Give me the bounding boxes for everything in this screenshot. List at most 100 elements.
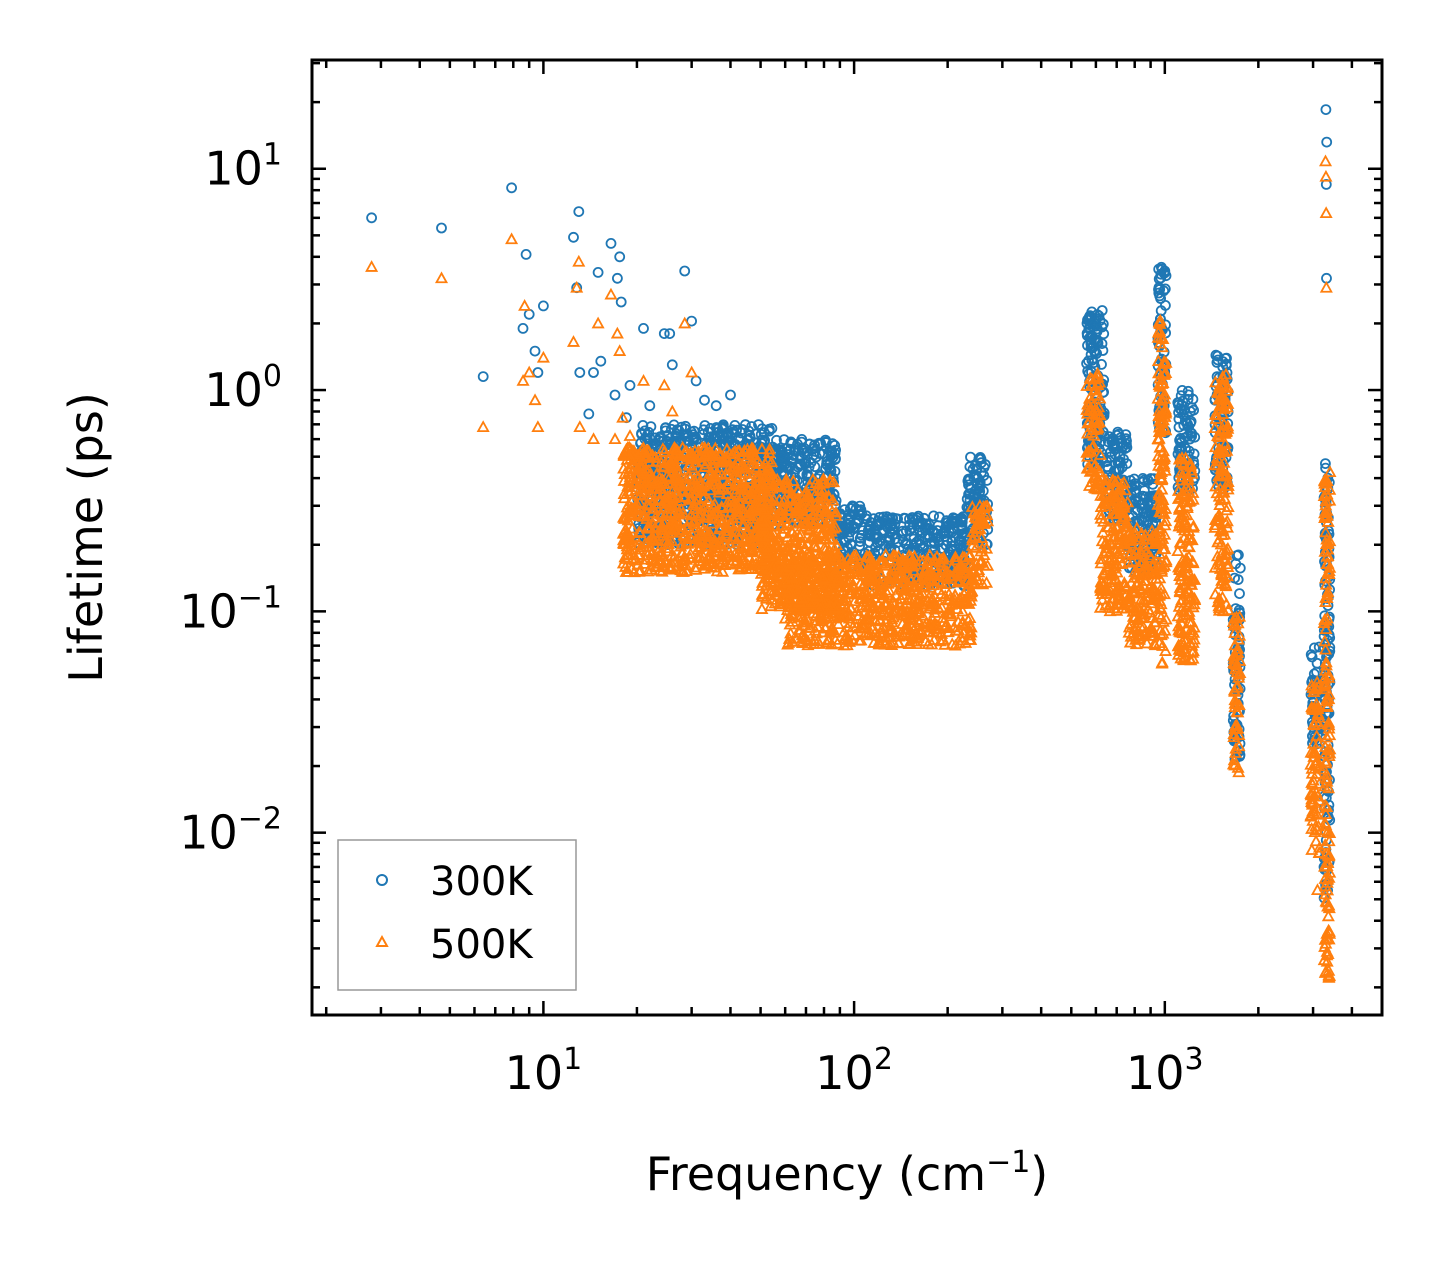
point-300k-band-1560 [1085,349,1097,361]
point-500k-band-1575 [801,634,815,647]
point-500k-band-2082 [930,618,944,630]
point-500k-band-1285 [764,584,778,596]
point-300k-band-1807 [1139,485,1150,496]
point-300k-band-1945 [1179,415,1191,427]
point-500k-band-2676 [1153,425,1167,437]
point-500k-band-1991 [873,584,887,596]
point-500k-band-2525 [1128,611,1142,624]
point-500k-band-1208 [819,531,833,544]
point-500k-band-633 [678,471,692,483]
point-500k-band-1302 [814,521,828,534]
point-500k-band-670 [750,473,764,486]
point-500k-band-1264 [823,501,837,514]
point-500k-band-2662 [1156,376,1170,388]
point-300k-band-1477 [968,472,980,484]
point-500k-band-2503 [1144,596,1158,609]
point-500k-band-2131 [980,541,994,554]
point-500k-band-799 [676,557,690,570]
point-500k-band-741 [687,535,701,548]
point-500k-band-374 [644,562,658,575]
point-500k-band-267 [679,558,693,571]
point-300k-band-1789 [1129,478,1141,490]
point-500k-band-1263 [809,476,823,489]
point-500k-band-2143 [966,562,980,575]
point-300k-band-1381 [918,512,930,524]
point-300k-band-979 [775,451,787,463]
point-500k-band-54 [660,469,674,482]
point-500k-band-2144 [974,555,988,568]
point-500k-band-2433 [1137,595,1151,608]
point-300k-band-1063 [838,528,849,539]
point-500k-band-653 [693,450,707,463]
point-500k-band-1314 [765,494,779,507]
point-500k-band-2025 [964,585,978,598]
point-500k-band-631 [708,497,722,510]
point-500k-band-604 [738,531,752,543]
point-500k-band-791 [638,557,652,569]
point-500k-band-1294 [763,572,777,585]
point-300k-band-1684 [1111,429,1123,441]
point-300k-pt-28 [664,328,676,340]
point-500k-band-784 [667,472,681,484]
point-500k-band-2055 [957,553,971,565]
point-500k-band-2518 [1138,568,1152,581]
point-500k-band-1206 [763,549,777,562]
point-500k-band-2022 [926,574,940,587]
point-500k-band-2083 [923,567,937,580]
point-500k-band-2329 [1096,582,1110,595]
point-500k-band-1793 [884,575,898,588]
point-500k-band-1578 [816,571,830,584]
point-500k-band-2373 [1117,576,1131,589]
point-300k-band-1390 [946,536,958,547]
point-500k-band-694 [689,455,703,468]
point-500k-band-2664 [1156,639,1170,651]
point-500k-band-825 [688,486,702,499]
point-500k-band-1282 [789,536,803,548]
point-500k-band-1644 [782,585,796,597]
point-500k-band-346 [703,483,717,496]
point-500k-band-650 [691,542,705,555]
point-500k-band-1501 [778,563,792,576]
point-500k-band-2616 [1155,393,1169,406]
point-500k-band-768 [716,543,730,556]
point-300k-band-986 [802,476,814,488]
point-500k-band-2205 [1080,406,1094,419]
point-500k-band-539 [622,480,636,493]
point-500k-band-2678 [1154,530,1168,542]
point-500k-band-1569 [828,633,842,645]
point-500k-band-845 [624,452,638,464]
point-500k-band-2053 [894,580,908,593]
point-500k-band-750 [628,461,642,474]
point-300k-pt-29 [666,359,678,371]
point-300k-band-1681 [1114,451,1126,463]
point-500k-band-2523 [1130,521,1144,534]
point-500k-band-600 [755,442,769,455]
point-500k-band-1594 [817,559,831,572]
point-300k-band-1460 [977,485,989,497]
point-500k-band-515 [624,467,638,480]
point-500k-band-1979 [867,636,881,648]
point-500k-band-810 [698,447,712,460]
point-500k-band-2537 [1124,533,1138,546]
point-500k-band-1614 [803,595,817,608]
point-300k-band-1379 [915,539,926,551]
point-500k-band-2383 [1111,474,1125,486]
point-500k-band-817 [743,487,757,500]
point-300k-pt-4 [517,322,529,334]
point-500k-band-816 [620,444,634,457]
point-500k-band-2380 [1098,537,1112,549]
point-300k-band-975 [789,466,800,478]
point-500k-band-2648 [1158,623,1172,636]
point-500k-band-2601 [1159,514,1173,527]
point-500k-band-2666 [1151,330,1165,343]
point-500k-band-754 [728,547,742,560]
point-500k-band-1279 [759,547,773,559]
point-500k-band-2370 [1095,472,1109,485]
point-500k-band-2201 [1089,388,1103,401]
point-500k-band-2081 [910,613,924,625]
point-300k-pt-21 [614,251,626,263]
point-500k-band-683 [658,508,672,521]
point-500k-band-1296 [755,602,769,614]
point-500k-band-747 [682,514,697,527]
point-500k-band-2278 [1094,556,1108,569]
